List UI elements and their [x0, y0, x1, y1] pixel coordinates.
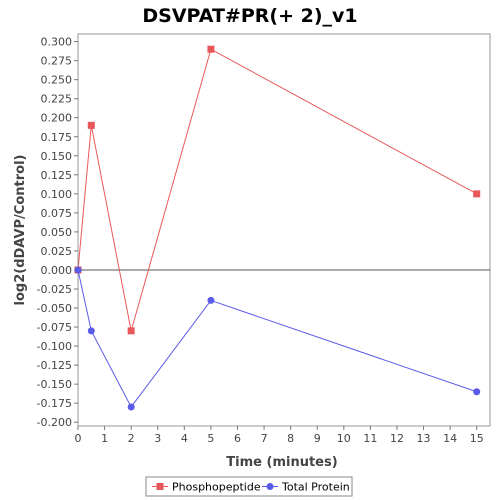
y-tick-label: -0.100	[37, 340, 72, 353]
x-tick-label: 4	[181, 432, 188, 445]
x-tick-label: 14	[443, 432, 457, 445]
y-tick-label: 0.250	[41, 74, 73, 87]
legend-label: Total Protein	[281, 481, 350, 494]
x-tick-label: 13	[417, 432, 431, 445]
x-tick-label: 11	[363, 432, 377, 445]
legend-box	[145, 476, 353, 497]
y-tick-label: 0.175	[41, 131, 73, 144]
y-tick-label: -0.175	[37, 397, 72, 410]
legend-label: Phosphopeptide	[172, 481, 261, 494]
data-point	[473, 388, 481, 396]
x-tick-label: 5	[207, 432, 214, 445]
y-tick-label: -0.075	[37, 321, 72, 334]
legend-marker	[266, 483, 274, 490]
y-tick-label: -0.150	[37, 378, 72, 391]
plot-area	[77, 33, 491, 427]
y-tick-label: 0.225	[41, 93, 73, 106]
x-tick-label: 0	[75, 432, 82, 445]
x-tick-label: 2	[128, 432, 135, 445]
y-tick-label: 0.300	[41, 36, 73, 49]
x-tick-label: 10	[337, 432, 351, 445]
x-tick-label: 3	[154, 432, 161, 445]
series-layer	[74, 45, 481, 411]
y-tick-label: 0.025	[41, 245, 73, 258]
y-tick-label: 0.000	[41, 264, 73, 277]
legend: Phosphopeptide Total Protein	[145, 476, 353, 497]
legend-marker	[156, 483, 164, 490]
y-tick-label: 0.150	[41, 150, 73, 163]
y-tick-label: -0.200	[37, 416, 72, 429]
data-point	[74, 266, 82, 274]
x-tick-label: 1	[101, 432, 108, 445]
y-tick-label: -0.125	[37, 359, 72, 372]
data-point	[87, 121, 95, 129]
y-tick-label: -0.050	[37, 302, 72, 315]
x-axis: 0 1 2 3 4 5 6 7 8 9 10 11 12 13 14 15	[75, 426, 484, 445]
y-axis-label: log2(dDAVP/Control)	[13, 155, 28, 306]
x-axis-label: Time (minutes)	[226, 455, 337, 470]
x-tick-label: 15	[470, 432, 484, 445]
data-point	[207, 45, 215, 53]
y-tick-label: 0.125	[41, 169, 73, 182]
data-point	[473, 190, 481, 198]
y-tick-label: 0.200	[41, 112, 73, 125]
data-point	[87, 327, 95, 335]
data-point	[207, 296, 215, 304]
y-axis: 0.300 0.275 0.250 0.225 0.200 0.175 0.150 0.125…	[37, 36, 78, 429]
data-point	[127, 403, 135, 411]
x-tick-label: 7	[261, 432, 268, 445]
y-tick-label: 0.100	[41, 188, 73, 201]
x-tick-label: 12	[390, 432, 404, 445]
data-point	[127, 327, 135, 335]
y-tick-label: 0.075	[41, 207, 73, 220]
series-total-protein	[74, 266, 481, 411]
y-tick-label: 0.275	[41, 55, 73, 68]
x-tick-label: 8	[287, 432, 294, 445]
x-tick-label: 9	[314, 432, 321, 445]
chart-title: DSVPAT#PR(+ 2)_v1	[142, 5, 357, 27]
y-tick-label: -0.025	[37, 283, 72, 296]
x-tick-label: 6	[234, 432, 241, 445]
y-tick-label: 0.050	[41, 226, 73, 239]
